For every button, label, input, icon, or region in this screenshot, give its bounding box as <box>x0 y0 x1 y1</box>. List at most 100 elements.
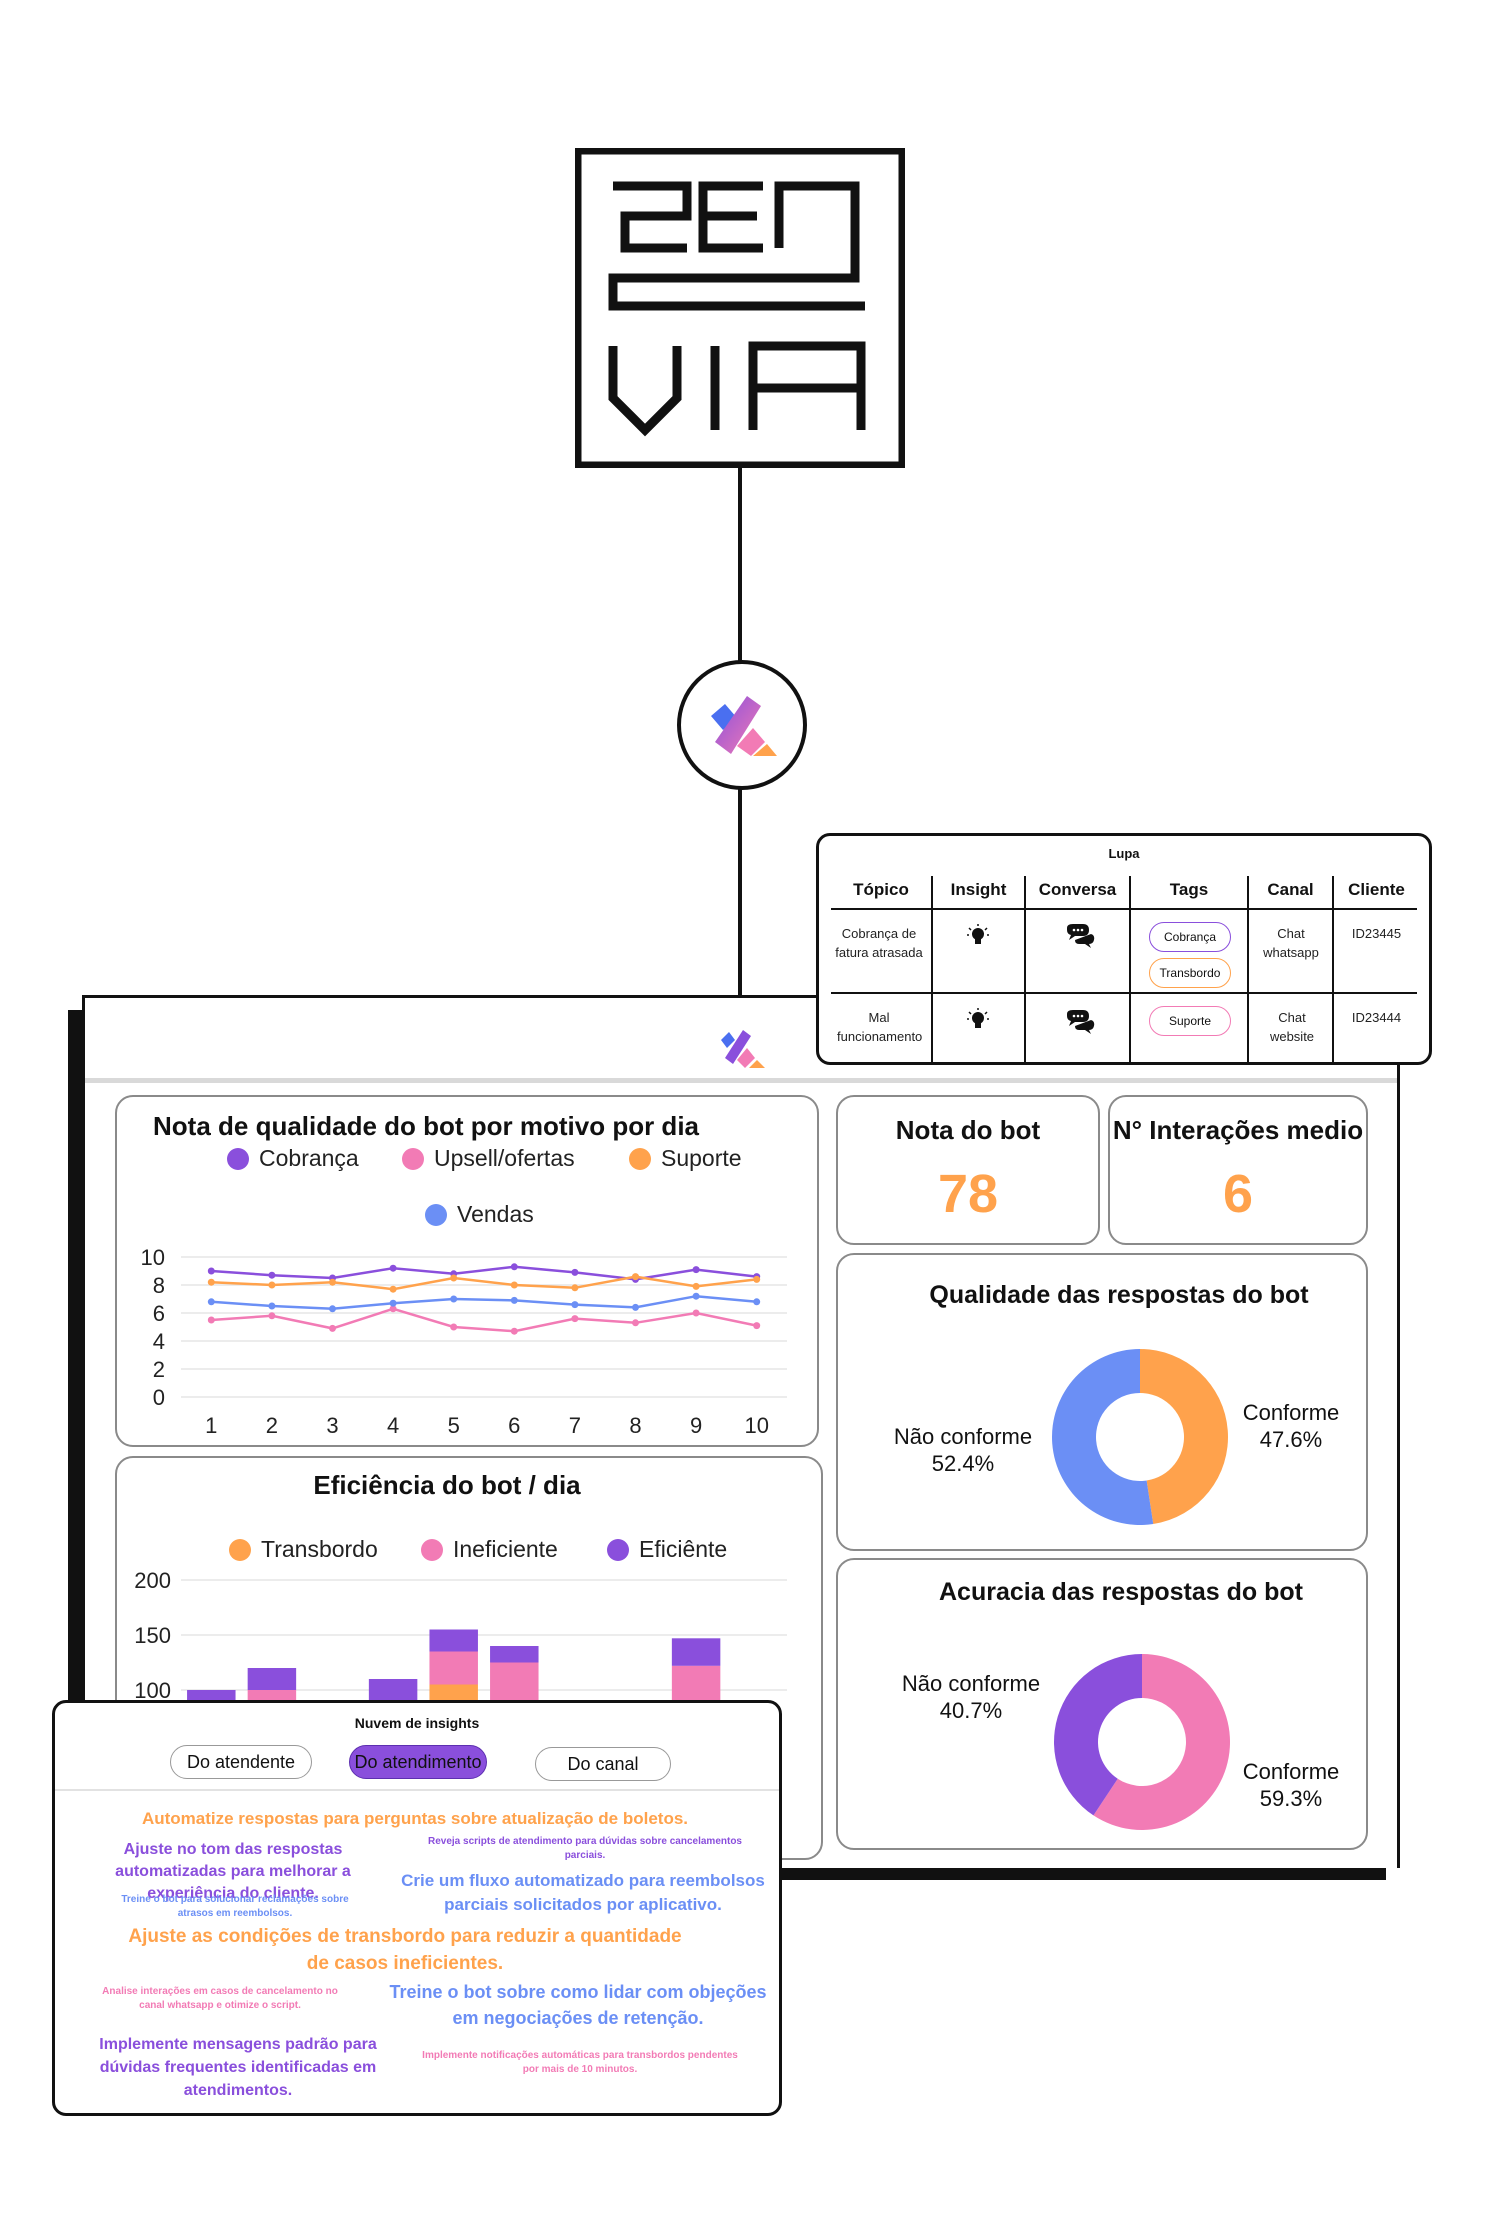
legend-item[interactable]: Transbordo <box>229 1536 378 1563</box>
lightbulb-icon[interactable] <box>967 924 989 955</box>
bar-chart-logo-icon <box>677 660 807 790</box>
data-point <box>329 1305 336 1313</box>
data-point <box>268 1312 276 1320</box>
lightbulb-icon[interactable] <box>967 1008 989 1039</box>
table-col-divider <box>1129 876 1131 1062</box>
data-point <box>510 1327 518 1335</box>
data-point <box>571 1284 579 1292</box>
legend-label: Cobrança <box>259 1145 359 1171</box>
column-header[interactable]: Canal <box>1267 880 1314 899</box>
bar-segment <box>247 1668 297 1690</box>
tab-do-atendimento[interactable]: Do atendimento <box>349 1745 487 1779</box>
legend-item[interactable]: Vendas <box>425 1201 534 1228</box>
cell-channel: Chat whatsapp <box>1263 926 1319 960</box>
chat-bubbles-icon[interactable] <box>1065 1010 1095 1041</box>
legend-swatch <box>425 1204 447 1226</box>
kpi-value: 6 <box>1222 1164 1254 1224</box>
legend-item[interactable]: Ineficiente <box>421 1536 558 1563</box>
slice-percent: 40.7% <box>939 1698 1003 1723</box>
column-header[interactable]: Tópico <box>853 880 909 899</box>
tab-do-canal[interactable]: Do canal <box>535 1747 671 1781</box>
insight-item: Treine o bot para solucionar reclamações… <box>121 1894 349 1919</box>
legend-item[interactable]: Eficiênte <box>607 1536 727 1563</box>
data-point <box>207 1267 215 1275</box>
bar-segment <box>429 1629 478 1652</box>
legend-label: Eficiênte <box>639 1536 728 1562</box>
x-tick-label: 3 <box>326 1413 338 1438</box>
legend-swatch <box>229 1539 251 1561</box>
x-tick-label: 10 <box>744 1413 768 1438</box>
legend-swatch <box>421 1539 443 1561</box>
legend-item[interactable]: Upsell/ofertas <box>402 1145 575 1172</box>
data-point <box>389 1264 397 1272</box>
legend-swatch <box>607 1539 629 1561</box>
lupa-popup: Lupa Tópico Insight Conversa Tags Canal … <box>816 833 1432 1065</box>
data-point <box>450 1323 458 1331</box>
legend-label: Ineficiente <box>453 1536 558 1562</box>
slice-label-conforme: Conforme 59.3% <box>1226 1758 1356 1812</box>
data-point <box>571 1301 579 1309</box>
data-point <box>571 1268 579 1276</box>
chat-bubbles-icon[interactable] <box>1065 924 1095 955</box>
data-point <box>268 1281 276 1289</box>
insights-divider <box>55 1789 779 1791</box>
column-header[interactable]: Conversa <box>1038 880 1117 899</box>
data-point <box>692 1309 700 1317</box>
tag-transbordo[interactable]: Transbordo <box>1149 958 1231 988</box>
slice-name: Não conforme <box>893 1424 1033 1449</box>
quality-donut-chart <box>1052 1349 1229 1525</box>
insight-item: Crie um fluxo automatizado para reembols… <box>401 1871 765 1914</box>
tab-do-atendente[interactable]: Do atendente <box>170 1745 312 1779</box>
data-point <box>268 1271 276 1279</box>
series-line <box>211 1275 757 1291</box>
column-header[interactable]: Insight <box>950 880 1007 899</box>
bar-segment <box>429 1651 478 1685</box>
column-header[interactable]: Tags <box>1169 880 1209 899</box>
slice-name: Conforme <box>1242 1400 1340 1425</box>
insight-item: Reveja scripts de atendimento para dúvid… <box>427 1836 742 1861</box>
legend-swatch <box>402 1148 424 1170</box>
legend-item[interactable]: Suporte <box>629 1145 742 1172</box>
donut-slice <box>1054 1654 1142 1816</box>
x-tick-label: 5 <box>448 1413 460 1438</box>
data-point <box>450 1274 458 1282</box>
chart-title: Acuracia das respostas do bot <box>938 1578 1303 1606</box>
data-point <box>632 1303 639 1311</box>
zenvia-logo <box>574 147 906 469</box>
data-point <box>753 1275 761 1283</box>
y-tick-label: 100 <box>134 1678 171 1703</box>
column-header[interactable]: Cliente <box>1348 880 1405 899</box>
tag-suporte[interactable]: Suporte <box>1149 1006 1231 1036</box>
data-point <box>753 1298 761 1306</box>
data-point <box>450 1295 458 1303</box>
data-point <box>692 1282 700 1290</box>
donut-slice <box>1093 1654 1230 1830</box>
kpi-label: Nota do bot <box>895 1115 1041 1145</box>
insight-item: Implemente notificações automáticas para… <box>422 2050 738 2075</box>
table-col-divider <box>1247 876 1249 1062</box>
slice-percent: 52.4% <box>931 1451 995 1476</box>
insights-title: Nuvem de insights <box>354 1715 480 1731</box>
legend-label: Upsell/ofertas <box>434 1145 575 1171</box>
slice-percent: 47.6% <box>1259 1427 1323 1452</box>
data-point <box>692 1292 700 1300</box>
y-tick-label: 6 <box>153 1301 165 1326</box>
data-point <box>510 1263 518 1271</box>
x-tick-label: 4 <box>387 1413 399 1438</box>
legend-label: Vendas <box>457 1201 534 1227</box>
insight-item: Ajuste no tom das respostas automatizada… <box>115 1841 351 1902</box>
table-col-divider <box>931 876 933 1062</box>
legend-item[interactable]: Cobrança <box>227 1145 359 1172</box>
cell-client: ID23444 <box>1351 1010 1402 1025</box>
x-tick-label: 6 <box>508 1413 520 1438</box>
legend-label: Transbordo <box>261 1536 378 1562</box>
data-point <box>692 1266 700 1274</box>
data-point <box>510 1296 518 1304</box>
slice-percent: 59.3% <box>1259 1786 1323 1811</box>
accuracy-donut-chart <box>1054 1654 1230 1830</box>
tag-cobranca[interactable]: Cobrança <box>1149 922 1231 952</box>
y-tick-label: 200 <box>134 1568 171 1593</box>
kpi-label: N° Interações medio <box>1112 1115 1364 1145</box>
data-point <box>571 1315 579 1323</box>
insight-item: Treine o bot sobre como lidar com objeçõ… <box>389 1982 767 2028</box>
